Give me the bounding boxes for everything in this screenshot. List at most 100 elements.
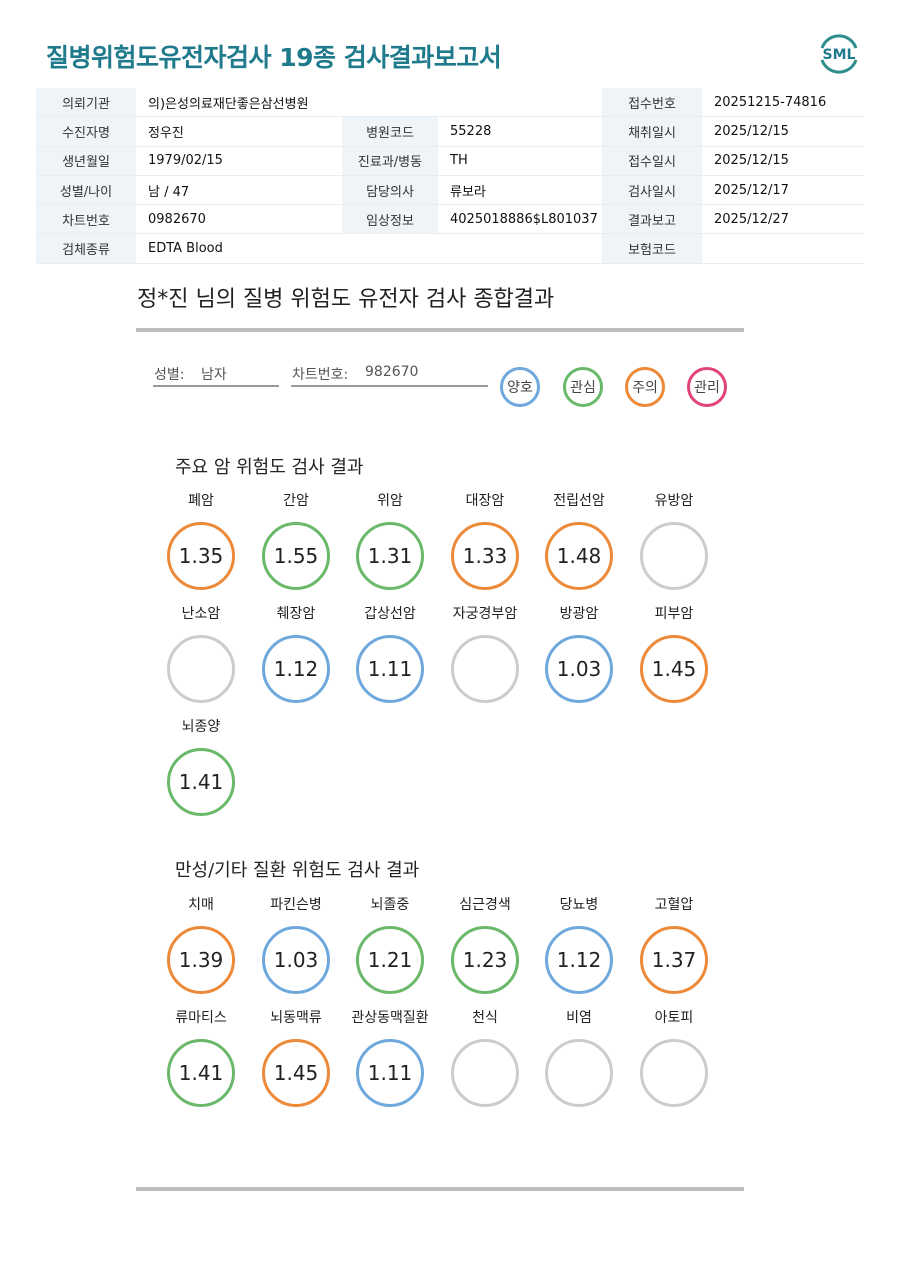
risk-item: 갑상선암 1.11 (343, 604, 437, 703)
risk-item-label: 당뇨병 (559, 897, 599, 913)
risk-item-label: 뇌동맥류 (270, 1010, 322, 1026)
info-label: 병원코드 (342, 116, 438, 147)
risk-score-circle: 1.03 (545, 635, 613, 703)
info-value: 2025/12/15 (702, 146, 864, 176)
risk-score-circle: 1.12 (545, 926, 613, 994)
risk-item-label: 췌장암 (276, 606, 316, 622)
info-value: 남 / 47 (136, 175, 342, 206)
info-label: 의뢰기관 (36, 88, 136, 118)
risk-item: 방광암 1.03 (532, 604, 626, 703)
info-label: 접수번호 (602, 88, 702, 118)
info-label: 접수일시 (602, 146, 702, 176)
bottom-divider (136, 1187, 744, 1191)
risk-score-circle: 1.48 (545, 522, 613, 590)
risk-item-label: 류마티스 (175, 1010, 227, 1026)
risk-item: 전립선암 1.48 (532, 491, 626, 590)
info-empty-cell (342, 233, 438, 264)
info-value (702, 233, 864, 264)
risk-item: 파킨슨병 1.03 (249, 895, 343, 994)
risk-item: 난소암 (154, 604, 248, 703)
risk-item: 심근경색 1.23 (438, 895, 532, 994)
info-label: 차트번호 (36, 204, 136, 235)
risk-item-label: 파킨슨병 (270, 897, 322, 913)
info-value: 2025/12/15 (702, 116, 864, 147)
chart-number-value: 982670 (365, 364, 419, 380)
risk-score-circle: 1.41 (167, 1039, 235, 1107)
risk-item: 간암 1.55 (249, 491, 343, 590)
risk-item-label: 방광암 (559, 606, 599, 622)
legend-manage: 관리 (687, 367, 727, 407)
info-value: 정우진 (136, 116, 342, 147)
risk-score-circle: 1.41 (167, 748, 235, 816)
risk-score-circle: 1.31 (356, 522, 424, 590)
risk-item: 당뇨병 1.12 (532, 895, 626, 994)
risk-item-label: 관상동맥질환 (351, 1010, 429, 1026)
risk-item: 대장암 1.33 (438, 491, 532, 590)
info-label: 성별/나이 (36, 175, 136, 206)
risk-item-label: 전립선암 (553, 493, 605, 509)
risk-item: 뇌동맥류 1.45 (249, 1008, 343, 1107)
info-row: 검체종류 EDTA Blood 보험코드 (36, 233, 864, 264)
risk-item: 피부암 1.45 (627, 604, 721, 703)
info-label: 생년월일 (36, 146, 136, 176)
risk-score-circle: 1.39 (167, 926, 235, 994)
info-value: 1979/02/15 (136, 146, 342, 176)
info-label: 수진자명 (36, 116, 136, 147)
risk-item: 자궁경부암 (438, 604, 532, 703)
legend-caution: 주의 (625, 367, 665, 407)
info-label: 검사일시 (602, 175, 702, 206)
risk-item-label: 난소암 (181, 606, 221, 622)
risk-item: 췌장암 1.12 (249, 604, 343, 703)
report-title: 질병위험도유전자검사 19종 검사결과보고서 (46, 43, 502, 72)
risk-score-circle: 1.45 (640, 635, 708, 703)
info-row: 차트번호 0982670 임상정보 4025018886$L801037 결과보고 202… (36, 204, 864, 235)
info-value: 20251215-74816 (702, 88, 864, 118)
info-row: 의뢰기관 의)은성의료재단좋은삼선병원 접수번호 20251215-74816 (36, 88, 864, 118)
info-empty-cell (438, 233, 602, 264)
gender-underline (153, 385, 279, 387)
info-value: 4025018886$L801037 (438, 204, 602, 235)
info-value: 55228 (438, 116, 602, 147)
risk-item-label: 치매 (188, 897, 214, 913)
risk-item-label: 폐암 (188, 493, 214, 509)
risk-item-label: 자궁경부암 (452, 606, 518, 622)
info-value: TH (438, 146, 602, 176)
risk-item-label: 대장암 (465, 493, 505, 509)
risk-item-label: 유방암 (654, 493, 694, 509)
info-label: 결과보고 (602, 204, 702, 235)
risk-score-circle: 1.21 (356, 926, 424, 994)
info-label: 채취일시 (602, 116, 702, 147)
risk-item: 류마티스 1.41 (154, 1008, 248, 1107)
summary-title: 정*진 님의 질병 위험도 유전자 검사 종합결과 (137, 287, 555, 312)
empty-risk-circle (545, 1039, 613, 1107)
risk-item-label: 비염 (566, 1010, 592, 1026)
risk-score-circle: 1.03 (262, 926, 330, 994)
risk-score-circle: 1.55 (262, 522, 330, 590)
risk-item: 폐암 1.35 (154, 491, 248, 590)
info-label: 임상정보 (342, 204, 438, 235)
risk-item-label: 심근경색 (459, 897, 511, 913)
risk-item-label: 위암 (377, 493, 403, 509)
empty-risk-circle (640, 522, 708, 590)
risk-item-label: 뇌종양 (181, 719, 221, 735)
cancer-section-title: 주요 암 위험도 검사 결과 (175, 457, 364, 478)
risk-item-label: 간암 (283, 493, 309, 509)
info-label: 담당의사 (342, 175, 438, 206)
empty-risk-circle (167, 635, 235, 703)
info-value: 류보라 (438, 175, 602, 206)
risk-score-circle: 1.45 (262, 1039, 330, 1107)
risk-score-circle: 1.11 (356, 635, 424, 703)
risk-item: 관상동맥질환 1.11 (343, 1008, 437, 1107)
empty-risk-circle (640, 1039, 708, 1107)
legend-good: 양호 (500, 367, 540, 407)
legend-interest: 관심 (563, 367, 603, 407)
empty-risk-circle (451, 1039, 519, 1107)
risk-item: 비염 (532, 1008, 626, 1107)
risk-item: 뇌종양 1.41 (154, 717, 248, 816)
info-value: 2025/12/27 (702, 204, 864, 235)
risk-score-circle: 1.33 (451, 522, 519, 590)
risk-score-circle: 1.23 (451, 926, 519, 994)
risk-item-label: 갑상선암 (364, 606, 416, 622)
risk-score-circle: 1.35 (167, 522, 235, 590)
logo-text: SML (823, 47, 856, 63)
